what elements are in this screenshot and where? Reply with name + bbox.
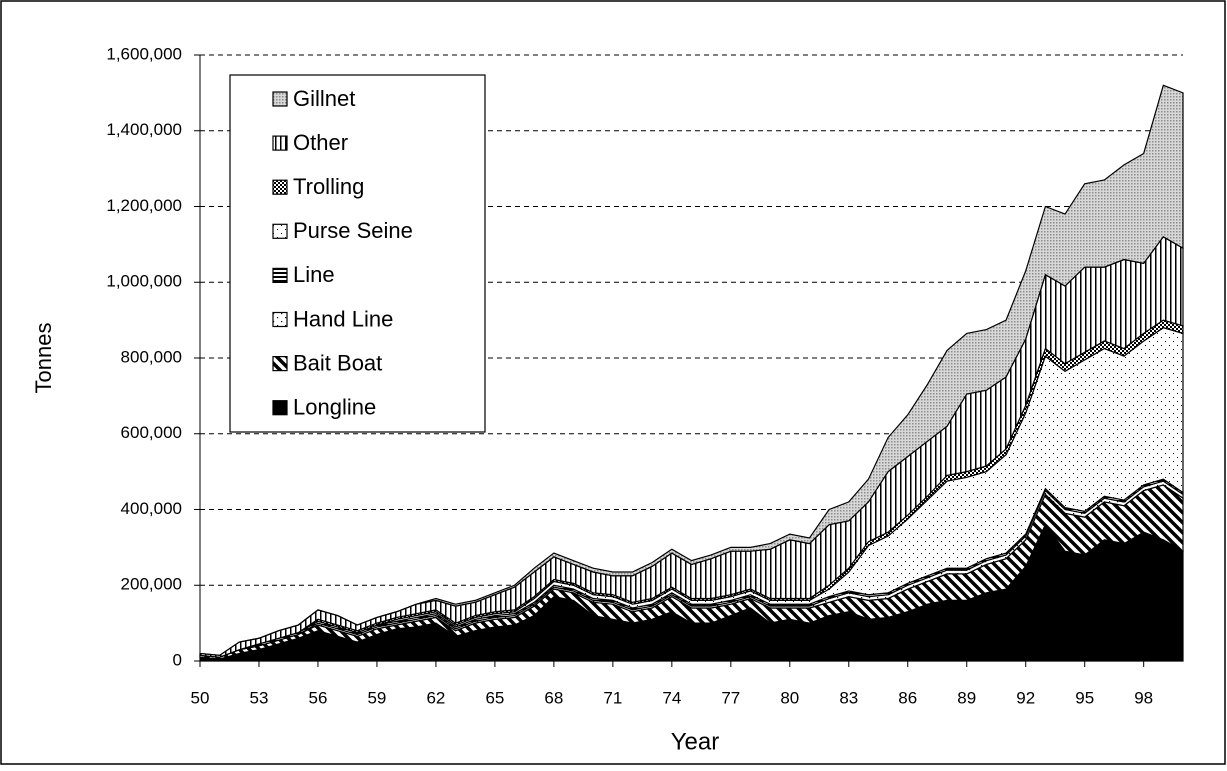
x-tick-label: 98 [1134, 688, 1153, 707]
x-tick-label: 77 [721, 688, 740, 707]
y-tick-label: 1,000,000 [106, 272, 182, 291]
legend-label: Hand Line [293, 306, 393, 331]
legend-swatch [272, 91, 288, 107]
y-tick-label: 1,400,000 [106, 120, 182, 139]
x-tick-label: 80 [780, 688, 799, 707]
x-tick-label: 68 [544, 688, 563, 707]
y-tick-label: 800,000 [121, 347, 182, 366]
legend-swatch [272, 223, 288, 239]
x-tick-label: 83 [839, 688, 858, 707]
y-tick-label: 400,000 [121, 499, 182, 518]
x-tick-label: 86 [898, 688, 917, 707]
x-tick-label: 74 [662, 688, 681, 707]
y-axis-title: Tonnes [31, 323, 56, 394]
legend-label: Bait Boat [293, 350, 382, 375]
legend-label: Gillnet [293, 86, 355, 111]
x-tick-label: 92 [1016, 688, 1035, 707]
legend-swatch [272, 400, 288, 416]
y-tick-label: 200,000 [121, 575, 182, 594]
y-tick-label: 1,600,000 [106, 44, 182, 63]
x-tick-label: 65 [485, 688, 504, 707]
legend-label: Trolling [293, 174, 364, 199]
x-tick-label: 89 [957, 688, 976, 707]
legend-label: Other [293, 130, 348, 155]
legend-swatch [272, 267, 288, 283]
legend-label: Purse Seine [293, 218, 413, 243]
x-tick-label: 53 [250, 688, 269, 707]
legend-label: Longline [293, 395, 376, 420]
plot-area [199, 54, 1184, 662]
y-tick-label: 0 [173, 650, 182, 669]
legend-label: Line [293, 262, 335, 287]
area [199, 84, 1184, 656]
legend-swatch [272, 311, 288, 328]
x-tick-label: 71 [603, 688, 622, 707]
x-tick-label: 62 [426, 688, 445, 707]
y-tick-label: 600,000 [121, 423, 182, 442]
legend-swatch [272, 135, 288, 151]
legend-box [229, 74, 486, 433]
x-axis-title: Year [671, 728, 720, 755]
y-tick-label: 1,200,000 [106, 196, 182, 215]
legend-swatch [272, 179, 288, 195]
x-tick-label: 95 [1075, 688, 1094, 707]
x-tick-label: 59 [367, 688, 386, 707]
x-tick-label: 50 [191, 688, 210, 707]
x-tick-label: 56 [308, 688, 327, 707]
legend-swatch [272, 356, 288, 372]
